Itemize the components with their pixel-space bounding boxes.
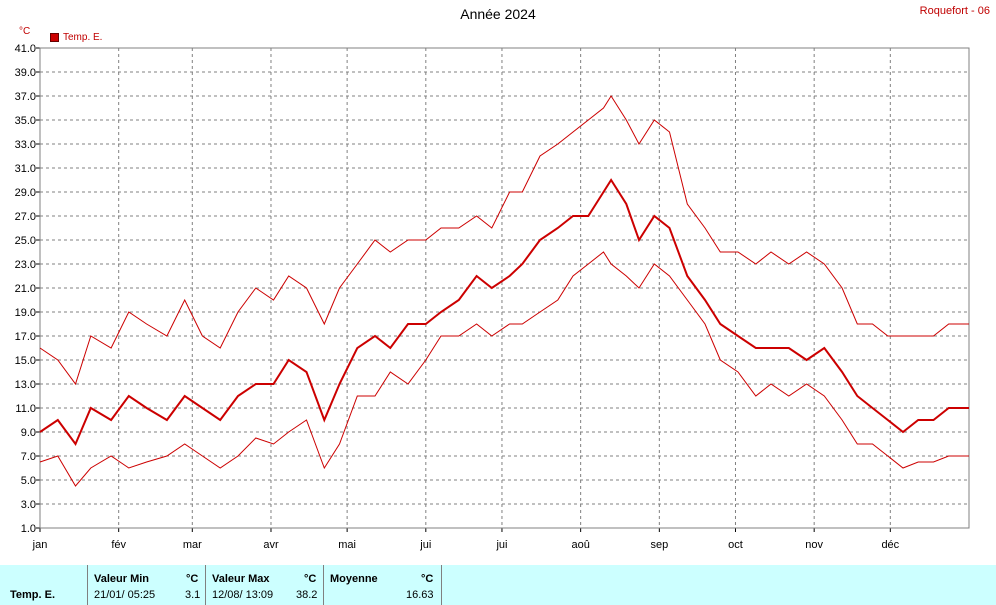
x-tick-label: jui bbox=[419, 539, 431, 551]
axes: 1.0 3.0 5.0 7.0 9.0 11.0 13.0 15.0 17.0 19.0 21.0 2… bbox=[15, 43, 970, 551]
y-tick-label: 35.0 bbox=[15, 115, 36, 127]
min-header: Valeur Min bbox=[94, 573, 150, 585]
series-line-max bbox=[39, 95, 969, 386]
stats-divider bbox=[87, 565, 88, 605]
stats-panel: Temp. E. Valeur Min °C 21/01/ 05:25 3.1 … bbox=[0, 565, 996, 605]
legend-label: Temp. E. bbox=[63, 32, 103, 43]
y-tick-label: 39.0 bbox=[15, 67, 36, 79]
y-tick-label: 3.0 bbox=[21, 499, 36, 511]
max-datetime: 12/08/ 13:09 bbox=[212, 589, 274, 601]
max-unit: °C bbox=[304, 573, 317, 585]
max-value: 38.2 bbox=[296, 589, 318, 601]
x-tick-label: fév bbox=[111, 539, 126, 551]
line-chart: 1.0 3.0 5.0 7.0 9.0 11.0 13.0 15.0 17.0 19.0 21.0 2… bbox=[15, 43, 970, 551]
x-tick-label: nov bbox=[805, 539, 823, 551]
x-tick-label: sep bbox=[650, 539, 668, 551]
avg-unit: °C bbox=[421, 573, 434, 585]
min-value: 3.1 bbox=[185, 589, 201, 601]
y-tick-label: 25.0 bbox=[15, 235, 36, 247]
stats-divider bbox=[323, 565, 324, 605]
x-tick-label: jui bbox=[495, 539, 507, 551]
avg-header: Moyenne bbox=[330, 573, 378, 585]
avg-value: 16.63 bbox=[406, 589, 434, 601]
y-tick-label: 7.0 bbox=[21, 451, 36, 463]
chart-title: Année 2024 bbox=[460, 6, 536, 22]
x-tick-label: aoû bbox=[571, 539, 589, 551]
y-tick-label: 23.0 bbox=[15, 259, 36, 271]
series-line-min bbox=[39, 251, 969, 487]
y-tick-label: 33.0 bbox=[15, 139, 36, 151]
y-tick-label: 19.0 bbox=[15, 307, 36, 319]
min-datetime: 21/01/ 05:25 bbox=[94, 589, 156, 601]
x-tick-label: déc bbox=[881, 539, 899, 551]
max-header: Valeur Max bbox=[212, 573, 270, 585]
y-tick-label: 17.0 bbox=[15, 331, 36, 343]
y-tick-label: 5.0 bbox=[21, 475, 36, 487]
x-tick-label: mai bbox=[338, 539, 356, 551]
x-tick-label: jan bbox=[32, 539, 48, 551]
stats-divider bbox=[441, 565, 442, 605]
x-tick-label: avr bbox=[263, 539, 279, 551]
y-tick-label: 11.0 bbox=[15, 403, 36, 415]
y-tick-label: 29.0 bbox=[15, 187, 36, 199]
x-tick-label: oct bbox=[728, 539, 743, 551]
legend-swatch-icon bbox=[50, 33, 59, 42]
y-tick-label: 9.0 bbox=[21, 427, 36, 439]
y-tick-label: 13.0 bbox=[15, 379, 36, 391]
y-tick-label: 41.0 bbox=[15, 43, 36, 55]
grid-lines bbox=[40, 48, 969, 528]
station-name: Roquefort - 06 bbox=[919, 5, 990, 17]
y-axis-unit: °C bbox=[19, 26, 31, 37]
min-unit: °C bbox=[186, 573, 199, 585]
y-tick-label: 15.0 bbox=[15, 355, 36, 367]
stats-divider bbox=[205, 565, 206, 605]
legend: Temp. E. bbox=[50, 32, 102, 43]
y-tick-label: 37.0 bbox=[15, 91, 36, 103]
y-tick-label: 21.0 bbox=[15, 283, 36, 295]
y-tick-label: 1.0 bbox=[21, 523, 36, 535]
y-tick-label: 31.0 bbox=[15, 163, 36, 175]
series-line-mean bbox=[39, 178, 969, 447]
y-tick-label: 27.0 bbox=[15, 211, 36, 223]
plot-border bbox=[39, 47, 970, 529]
stats-row-label: Temp. E. bbox=[10, 589, 56, 601]
series-lines bbox=[39, 95, 969, 487]
x-tick-label: mar bbox=[183, 539, 202, 551]
